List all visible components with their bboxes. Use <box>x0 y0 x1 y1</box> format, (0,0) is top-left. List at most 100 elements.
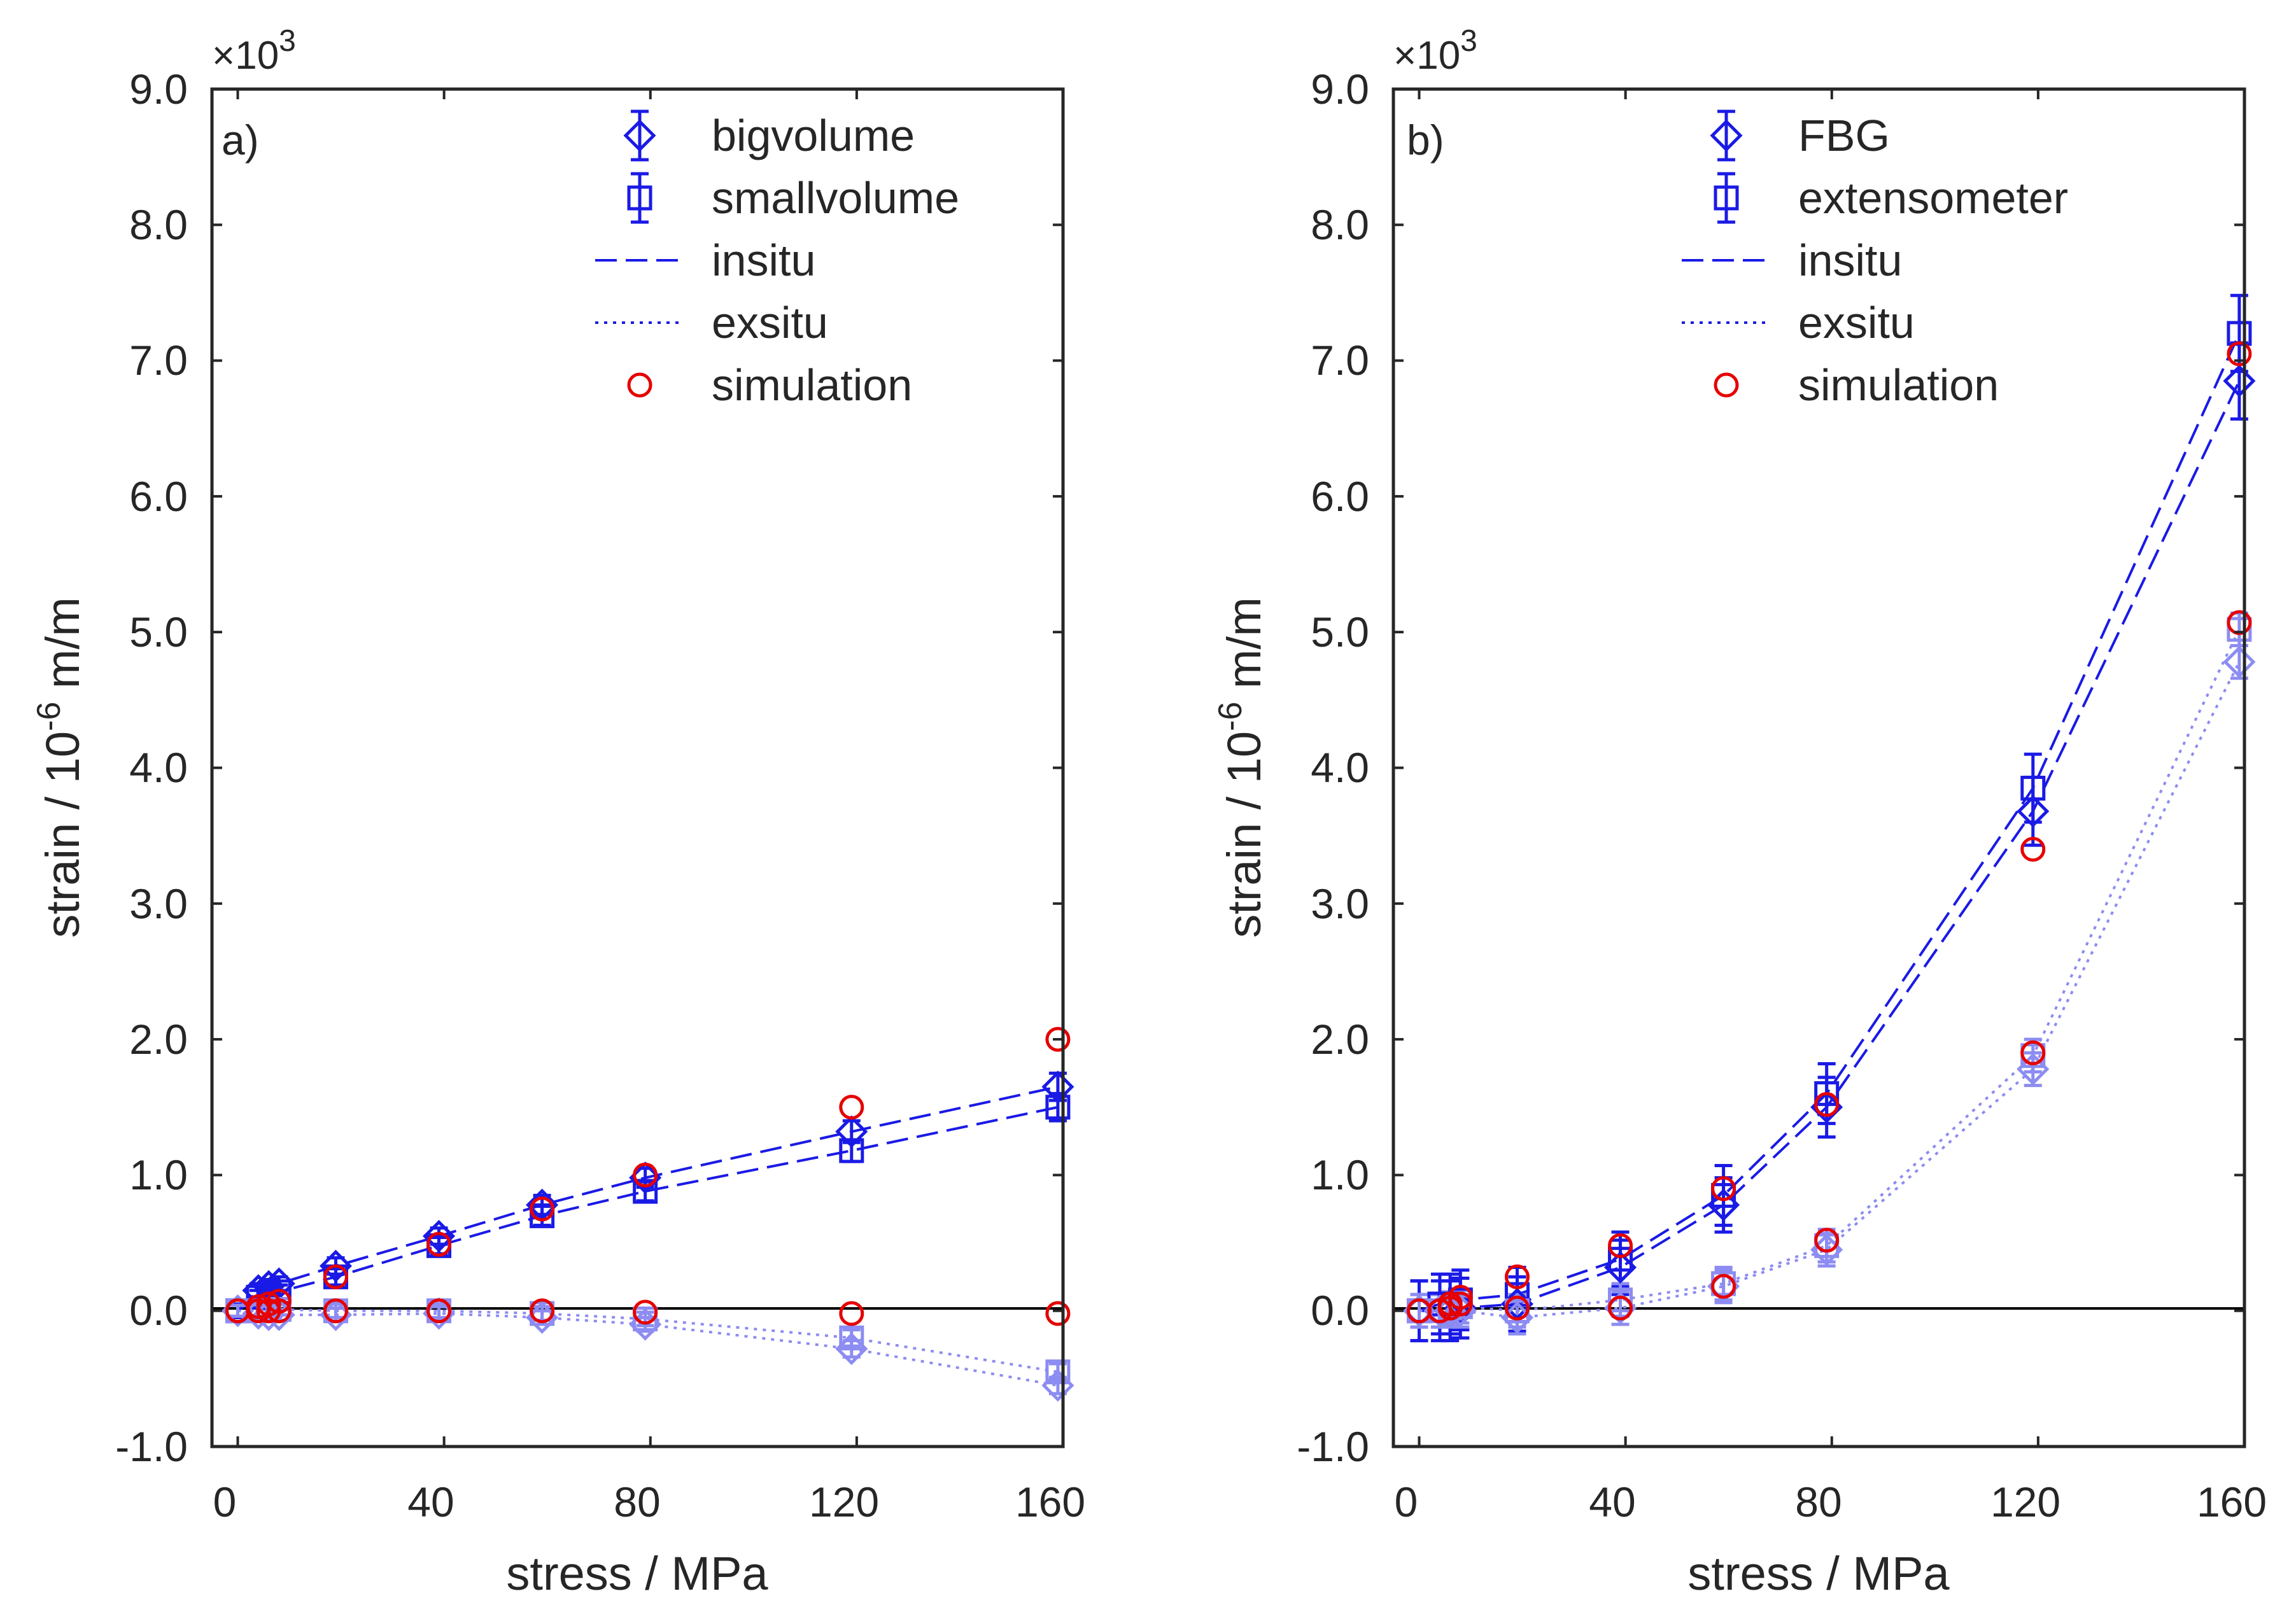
data-point <box>1041 1070 1074 1104</box>
x-axis-label: stress / MPa <box>506 1547 768 1600</box>
y-tick-label: 1.0 <box>129 1151 188 1198</box>
data-point <box>426 1231 452 1257</box>
y-tick-label: 3.0 <box>129 880 188 927</box>
y-scale-multiplier: ×103 <box>212 24 296 78</box>
legend-marker <box>1710 119 1743 152</box>
plot-frame <box>210 87 1065 1448</box>
x-tick-label: 0 <box>213 1478 237 1525</box>
series-layer <box>221 1027 1074 1402</box>
y-tick-label: 0.0 <box>129 1287 188 1334</box>
x-tick-label: 40 <box>1589 1478 1635 1525</box>
legend-entry-label: FBG <box>1798 111 1890 160</box>
data-point <box>530 1298 555 1324</box>
data-point <box>2223 365 2256 398</box>
y-tick-label: 8.0 <box>129 201 188 248</box>
y-tick-label: 4.0 <box>1311 744 1369 791</box>
legend: FBG extensometer insitu exsitu simulatio… <box>1682 109 2068 410</box>
data-point <box>1608 1295 1633 1321</box>
data-point <box>422 1219 456 1252</box>
y-tick-label: 6.0 <box>1311 473 1369 520</box>
legend-entry-label: extensometer <box>1798 173 2068 223</box>
x-tick-label: 80 <box>614 1478 660 1525</box>
panel-label: a) <box>222 116 259 164</box>
series-line <box>237 1105 1059 1312</box>
data-point <box>530 1196 555 1222</box>
x-tick-label: 160 <box>1015 1478 1085 1525</box>
data-point <box>1045 1027 1071 1052</box>
y-tick-label: 1.0 <box>1311 1151 1369 1198</box>
data-point <box>2020 775 2046 801</box>
y-tick-label: 8.0 <box>1311 201 1369 248</box>
data-point <box>633 1179 658 1204</box>
y-axis-label: strain / 10-6 m/m <box>31 597 89 938</box>
data-point <box>323 1298 348 1324</box>
data-point <box>633 1306 658 1331</box>
legend-entry-label: exsitu <box>1798 298 1915 347</box>
y-tick-label: -1.0 <box>115 1423 188 1470</box>
y-tick-label: 7.0 <box>129 337 188 384</box>
data-point <box>839 1138 864 1163</box>
y-tick-label: -1.0 <box>1297 1423 1369 1470</box>
series-line <box>1418 333 2241 1312</box>
data-point <box>256 1298 281 1324</box>
legend-entry-label: simulation <box>1798 360 1999 410</box>
legend-glyphs <box>1682 109 1771 398</box>
x-tick-label: 80 <box>1795 1478 1842 1525</box>
series-line <box>1419 661 2241 1319</box>
legend-marker <box>627 372 652 398</box>
data-point <box>2223 645 2256 678</box>
data-point <box>839 1325 864 1350</box>
legend: bigvolume smallvolume insitu exsitu simu… <box>595 109 959 410</box>
data-point <box>835 1115 868 1148</box>
panel-b: -1.0 0.0 1.0 2.0 3.0 4.0 5.0 6.0 7.0 8.0… <box>1212 24 2267 1600</box>
data-point <box>633 1162 658 1188</box>
legend-entry-label: bigvolume <box>712 111 915 160</box>
y-tick-label: 2.0 <box>1311 1016 1369 1063</box>
y-tick-label: 5.0 <box>1311 608 1369 655</box>
y-tick-label: 6.0 <box>129 473 188 520</box>
data-point <box>426 1298 452 1324</box>
y-tick-label: 0.0 <box>1311 1287 1369 1334</box>
series-line <box>237 1085 1059 1312</box>
data-point <box>2020 836 2046 862</box>
y-axis-label: strain / 10-6 m/m <box>1212 597 1271 938</box>
series-layer <box>1402 293 2256 1343</box>
x-tick-label: 40 <box>407 1478 454 1525</box>
tick-marks <box>1393 88 2246 1448</box>
data-point <box>1814 1081 1840 1106</box>
x-tick-label: 120 <box>1990 1478 2060 1525</box>
legend-entry-label: insitu <box>712 235 815 285</box>
series-line <box>1419 380 2241 1312</box>
data-point <box>2017 795 2050 828</box>
data-point <box>319 1249 353 1282</box>
data-point <box>1814 1228 1840 1253</box>
data-point <box>1447 1291 1473 1317</box>
data-point <box>1504 1295 1530 1321</box>
legend-marker <box>627 185 652 211</box>
data-point <box>530 1203 555 1228</box>
y-scale-multiplier: ×103 <box>1393 24 1477 78</box>
y-tick-label: 7.0 <box>1311 337 1369 384</box>
data-point <box>633 1300 658 1325</box>
data-point <box>1045 1359 1071 1385</box>
y-tick-label: 3.0 <box>1311 880 1369 927</box>
y-tick-label: 9.0 <box>1311 66 1369 113</box>
y-tick-label: 2.0 <box>129 1016 188 1063</box>
legend-entry-label: smallvolume <box>712 173 959 223</box>
legend-entry-label: insitu <box>1798 235 1902 285</box>
data-point <box>266 1298 292 1324</box>
y-tick-label: 5.0 <box>129 608 188 655</box>
data-point <box>1814 1091 1840 1117</box>
panel-a: -1.0 0.0 1.0 2.0 3.0 4.0 5.0 6.0 7.0 8.0… <box>31 24 1085 1600</box>
legend-marker <box>623 119 656 152</box>
data-point <box>2227 617 2252 642</box>
tick-marks <box>212 88 1064 1448</box>
legend-marker <box>1714 185 1739 211</box>
x-tick-label: 0 <box>1395 1478 1418 1525</box>
data-point <box>2227 341 2252 367</box>
data-point <box>1711 1176 1736 1202</box>
data-point <box>1608 1287 1633 1313</box>
x-tick-label: 120 <box>809 1478 879 1525</box>
data-point <box>1504 1264 1530 1289</box>
